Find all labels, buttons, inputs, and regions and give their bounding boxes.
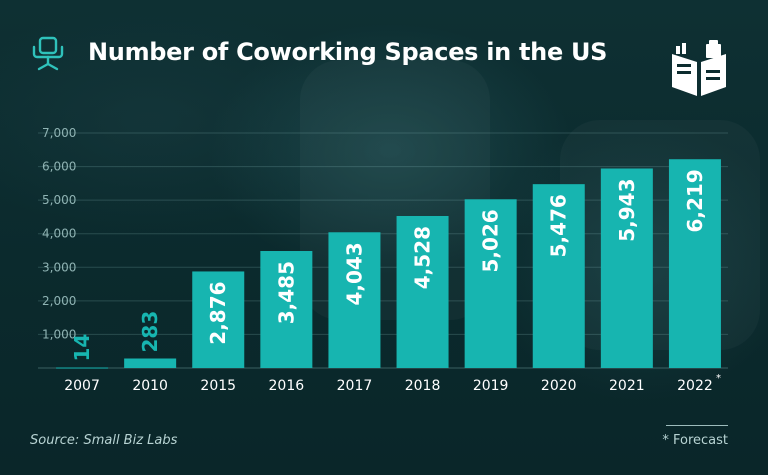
y-tick-label: 4,000	[42, 227, 76, 241]
x-tick-label: 2019	[473, 378, 509, 394]
value-label: 14	[70, 334, 94, 362]
bar	[464, 199, 517, 368]
y-tick-label: 1,000	[42, 327, 76, 341]
bar	[192, 271, 245, 368]
forecast-marker: *	[716, 373, 721, 384]
x-tick-label: 2007	[64, 378, 100, 394]
value-label: 4,043	[342, 242, 366, 305]
y-tick-label: 6,000	[42, 160, 76, 174]
x-tick-label: 2017	[337, 378, 373, 394]
forecast-legend: * Forecast	[662, 425, 728, 448]
x-tick-label: 2016	[269, 378, 305, 394]
value-label: 283	[138, 311, 162, 353]
bar	[56, 367, 109, 369]
y-tick-label: 7,000	[42, 126, 76, 140]
x-tick-label: 2018	[405, 378, 441, 394]
value-label: 4,528	[411, 226, 435, 289]
x-tick-label: 2015	[200, 378, 236, 394]
forecast-rule	[666, 425, 728, 426]
open-book-logo-icon	[672, 40, 726, 96]
bar	[328, 232, 381, 368]
office-chair-icon	[32, 36, 64, 71]
value-label: 5,943	[615, 178, 639, 241]
bar	[396, 215, 449, 368]
x-tick-label: 2022	[677, 378, 713, 394]
x-tick-label: 2021	[609, 378, 645, 394]
y-tick-label: 5,000	[42, 193, 76, 207]
bar	[668, 159, 721, 368]
y-tick-label: 2,000	[42, 294, 76, 308]
forecast-note: * Forecast	[662, 433, 728, 448]
value-label: 2,876	[206, 281, 230, 344]
source-note: Source: Small Biz Labs	[30, 433, 178, 448]
value-label: 6,219	[683, 169, 707, 232]
chart-title: Number of Coworking Spaces in the US	[88, 38, 608, 66]
value-label: 5,026	[479, 209, 503, 272]
bar	[600, 168, 653, 368]
value-label: 5,476	[547, 194, 571, 257]
value-label: 3,485	[274, 261, 298, 324]
bar	[124, 358, 177, 368]
bar	[532, 184, 585, 368]
bar	[260, 251, 313, 368]
y-tick-label: 3,000	[42, 260, 76, 274]
x-tick-label: 2020	[541, 378, 577, 394]
x-tick-label: 2010	[132, 378, 168, 394]
